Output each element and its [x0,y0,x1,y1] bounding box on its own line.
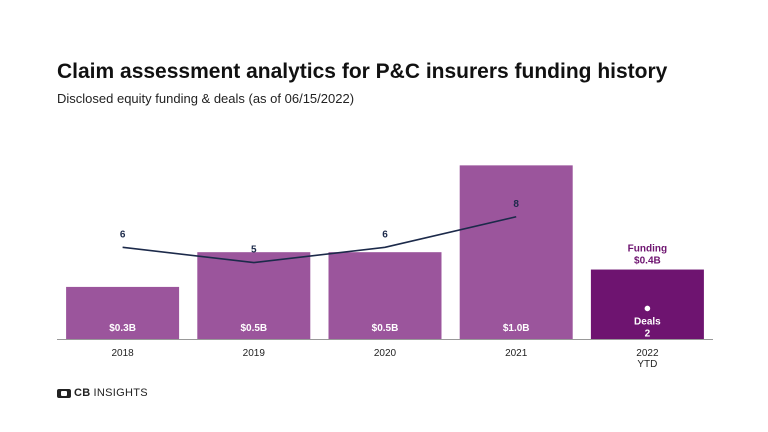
highlight-deals-value: 2 [645,328,651,339]
deals-label-2: 6 [382,229,388,240]
x-tick-label-1: 2019 [243,348,266,359]
cb-insights-logo: CB INSIGHTS [57,387,148,399]
bar-2 [328,252,442,339]
highlight-funding-value: $0.4B [634,256,661,267]
chart-subtitle: Disclosed equity funding & deals (as of … [57,91,355,106]
bar-1 [197,252,311,339]
chart-title: Claim assessment analytics for P&C insur… [57,60,668,83]
deals-label-1: 5 [251,245,257,256]
x-tick-label-3: 2021 [505,348,528,359]
bar-3 [459,165,573,339]
bar-value-label-1: $0.5B [240,323,267,334]
bar-value-label-0: $0.3B [109,323,136,334]
x-tick-label-4: 2022 [636,348,659,359]
bar-value-label-3: $1.0B [503,323,530,334]
deals-line [122,215,517,264]
x-tick-label-4-line2: YTD [637,359,657,370]
x-tick-label-0: 2018 [111,348,134,359]
highlight-deals-label: Deals [634,316,661,327]
x-tick-label-2: 2020 [374,348,397,359]
logo-text: INSIGHTS [93,387,148,399]
deals-label-0: 6 [120,229,126,240]
deals-point-ytd [644,305,651,312]
highlight-funding-label: Funding [628,244,667,255]
deals-label-3: 8 [513,199,519,210]
bar-value-label-2: $0.5B [372,323,399,334]
logo-text-bold: CB [74,387,91,399]
bar-4 [590,269,704,339]
bar-0 [66,286,180,339]
cb-logo-icon [57,388,71,398]
